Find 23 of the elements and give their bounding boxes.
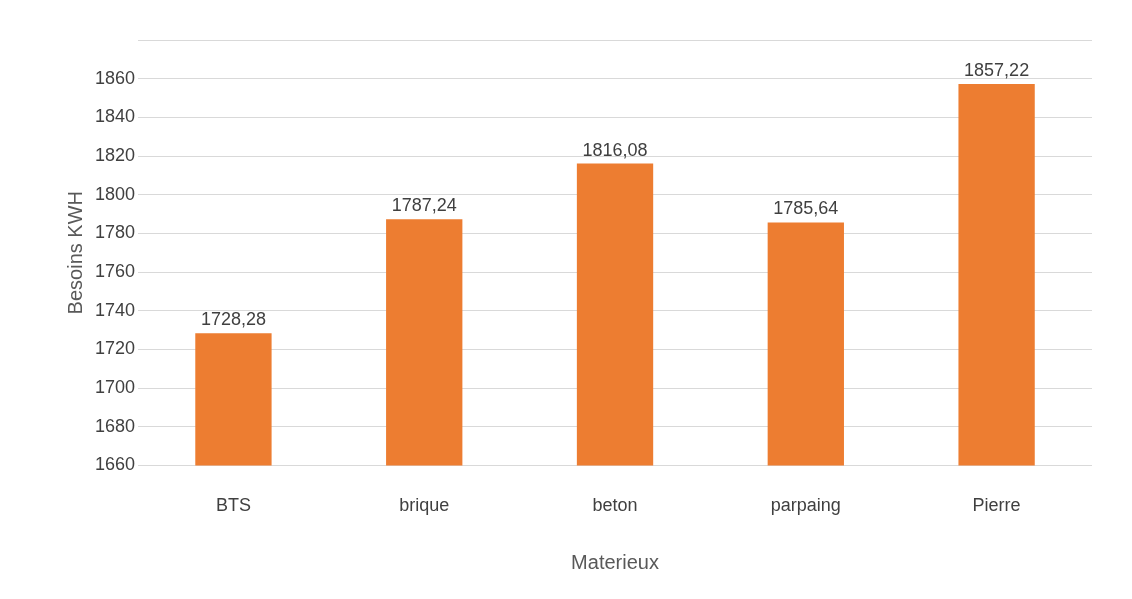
x-tick-label: Pierre: [972, 495, 1021, 516]
data-label: 1785,64: [773, 198, 839, 219]
data-label: 1857,22: [964, 60, 1030, 81]
data-label: 1816,08: [582, 139, 648, 160]
y-axis-title: Besoins KWH: [63, 191, 86, 315]
data-label: 1787,24: [391, 195, 457, 216]
y-tick-label: 1860: [95, 67, 136, 88]
y-tick-label: 1820: [95, 144, 136, 165]
x-tick-label: beton: [592, 495, 638, 516]
y-tick-label: 1720: [95, 338, 136, 359]
y-tick-label: 1760: [95, 261, 136, 282]
x-tick-label: parpaing: [770, 495, 841, 516]
y-tick-label: 1840: [95, 106, 136, 127]
y-tick-label: 1780: [95, 222, 136, 243]
y-tick-label: 1800: [95, 183, 136, 204]
y-tick-label: 1680: [95, 415, 136, 436]
x-tick-label: BTS: [215, 495, 251, 516]
x-axis-title: Materieux: [571, 550, 659, 573]
y-tick-label: 1660: [95, 454, 136, 475]
data-label: 1728,28: [200, 309, 266, 330]
y-tick-label: 1700: [95, 377, 136, 398]
x-tick-label: brique: [399, 495, 450, 516]
y-tick-label: 1740: [95, 299, 136, 320]
